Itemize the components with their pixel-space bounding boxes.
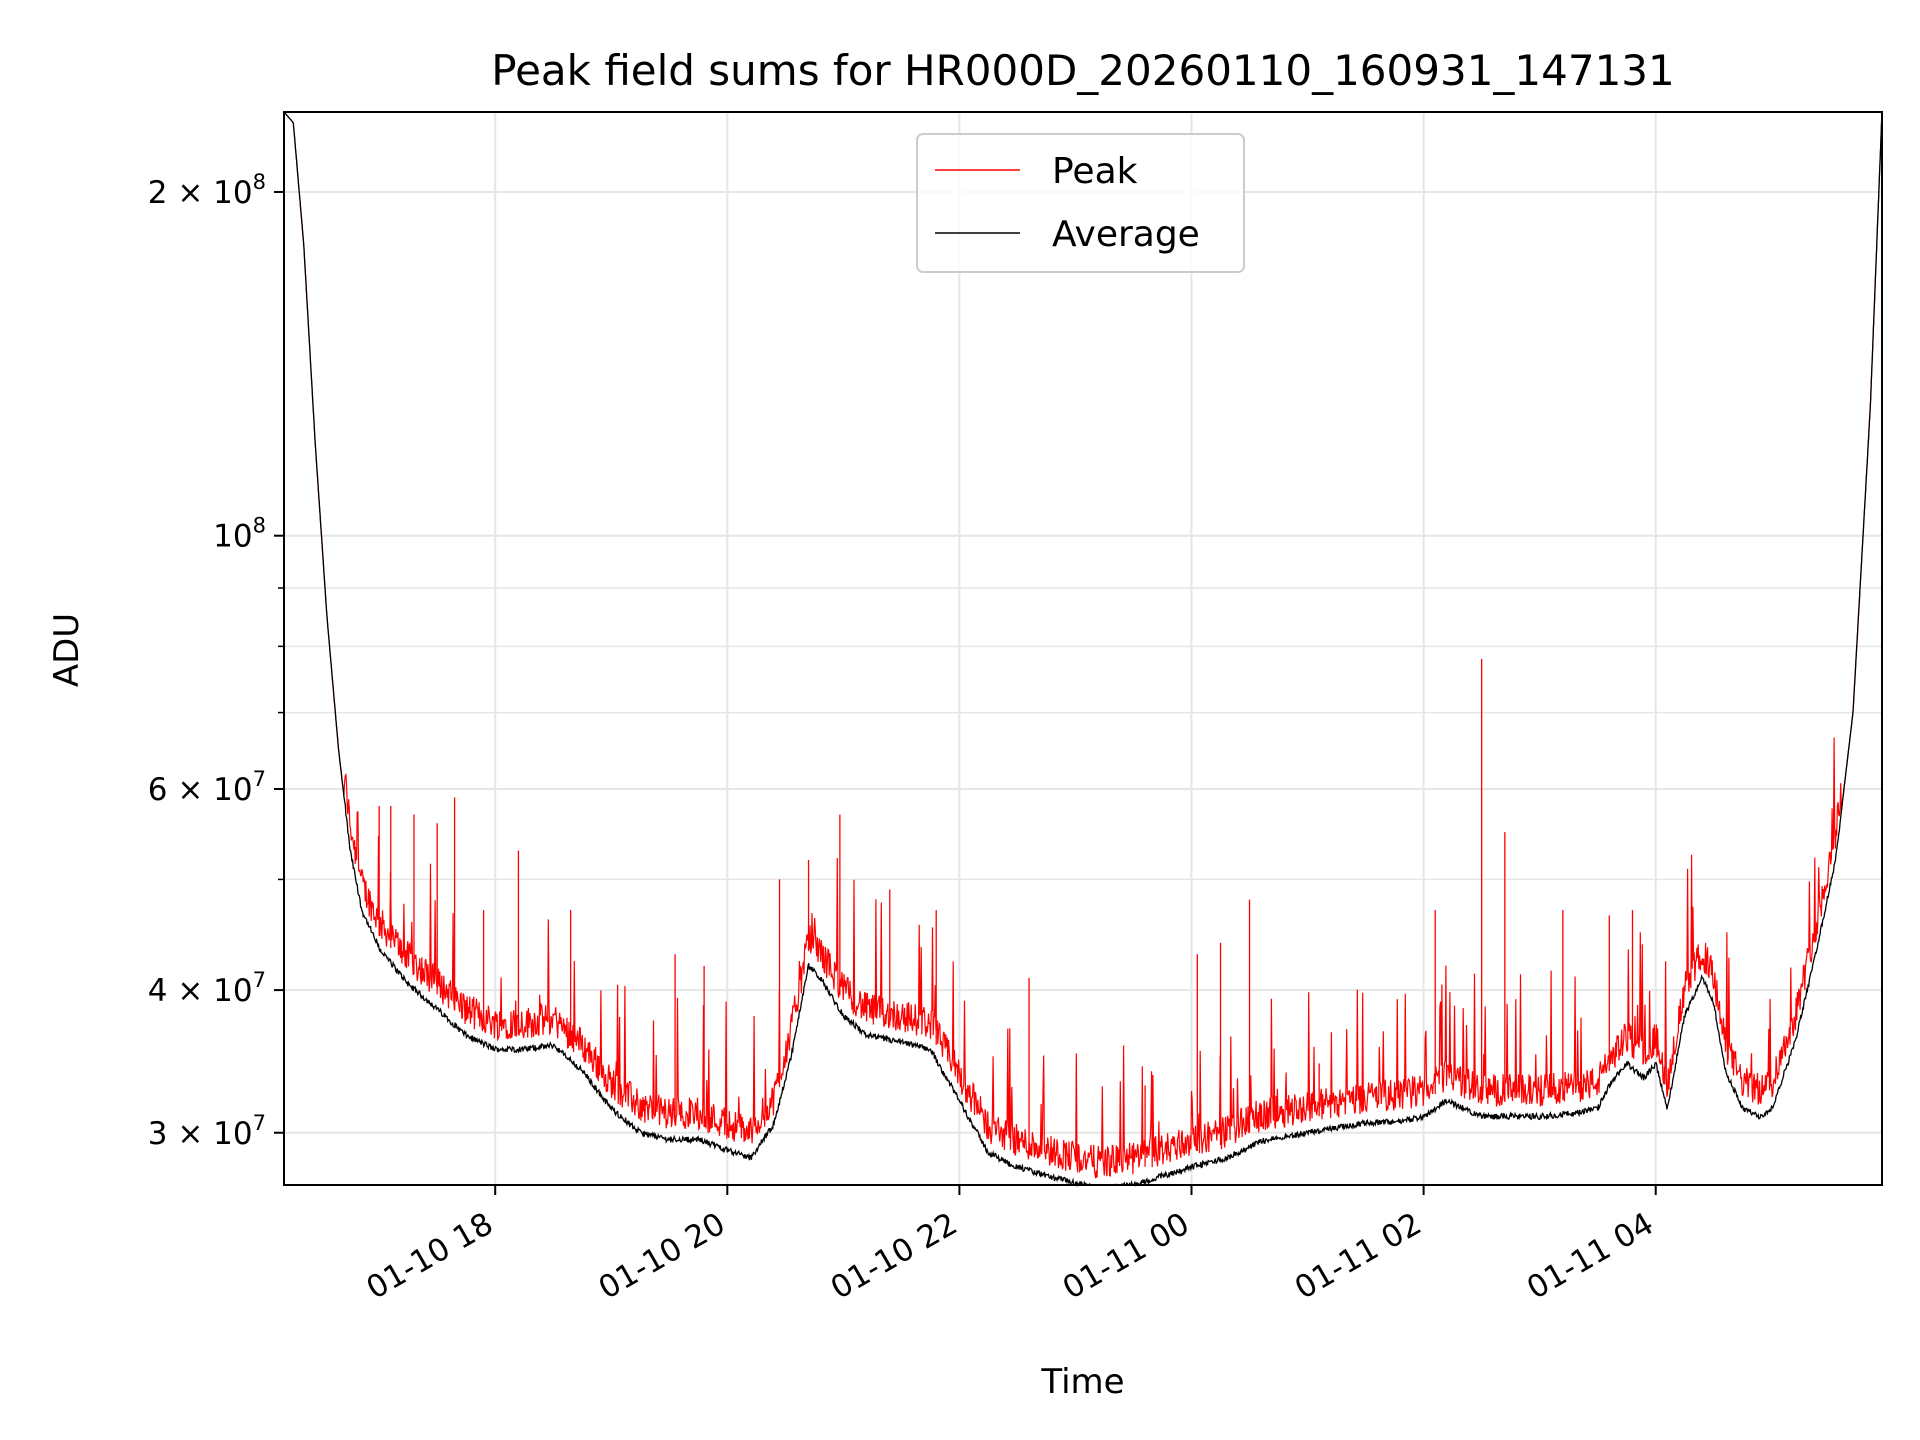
- y-tick-label: 3 × 107: [148, 1111, 266, 1152]
- plot-area: [284, 112, 1882, 1185]
- x-axis-label: Time: [1040, 1362, 1124, 1402]
- y-axis-label: ADU: [47, 613, 87, 687]
- legend-label-average: Average: [1052, 214, 1200, 255]
- plot-frame: [283, 111, 1883, 1186]
- legend-label-peak: Peak: [1052, 151, 1138, 192]
- y-tick-label: 2 × 108: [148, 170, 266, 211]
- legend: Peak Average: [916, 133, 1245, 273]
- y-tick-label: 4 × 107: [148, 968, 266, 1009]
- y-tick-label: 108: [213, 514, 266, 555]
- legend-box: [916, 133, 1245, 273]
- series-line-peak: [283, 111, 1883, 1179]
- y-tick-label: 6 × 107: [148, 767, 266, 808]
- chart-title: Peak field sums for HR000D_20260110_1609…: [491, 46, 1675, 95]
